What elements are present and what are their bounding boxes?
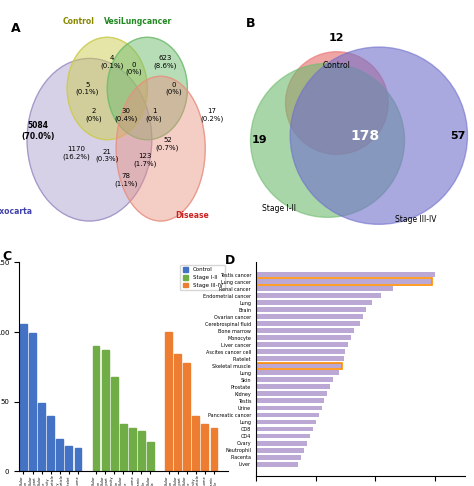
Text: Stage III-IV: Stage III-IV	[395, 215, 437, 224]
Bar	[256, 321, 360, 326]
Bar	[256, 342, 348, 347]
Text: A: A	[11, 22, 21, 35]
Bar	[147, 442, 154, 471]
Text: 5
(0.1%): 5 (0.1%)	[75, 82, 99, 95]
Bar	[38, 403, 45, 471]
Legend: Control, Stage I-II, Stage III-IV: Control, Stage I-II, Stage III-IV	[180, 265, 225, 290]
Bar	[256, 399, 325, 403]
Bar	[256, 364, 342, 368]
Bar	[256, 356, 344, 361]
Bar	[256, 329, 354, 333]
Text: 21
(0.3%): 21 (0.3%)	[96, 149, 119, 162]
Bar	[256, 427, 312, 432]
Text: 57: 57	[450, 131, 466, 140]
Bar	[102, 350, 109, 471]
Text: 1
(0%): 1 (0%)	[146, 108, 162, 122]
Bar	[256, 448, 304, 452]
Bar	[65, 446, 72, 471]
Bar	[56, 439, 63, 471]
Text: B: B	[246, 17, 255, 30]
Ellipse shape	[67, 37, 147, 140]
Text: 623
(8.6%): 623 (8.6%)	[154, 55, 177, 69]
Bar	[256, 384, 330, 389]
Text: Control: Control	[62, 17, 94, 26]
Text: 12: 12	[329, 33, 345, 43]
Text: 2
(0%): 2 (0%)	[85, 108, 102, 122]
Ellipse shape	[116, 76, 205, 221]
Bar	[92, 346, 100, 471]
Bar	[256, 293, 381, 298]
Text: 0
(0%): 0 (0%)	[126, 62, 142, 75]
Bar	[165, 332, 172, 471]
Bar	[256, 278, 432, 285]
Text: 178: 178	[350, 129, 379, 143]
Bar	[138, 431, 145, 471]
Text: VesiLungcancer: VesiLungcancer	[104, 17, 173, 26]
Text: 19: 19	[252, 136, 268, 145]
Circle shape	[285, 52, 388, 155]
Bar	[201, 424, 208, 471]
Text: 78
(1.1%): 78 (1.1%)	[114, 173, 138, 187]
Bar	[256, 434, 310, 438]
Text: Stage I-II: Stage I-II	[262, 204, 295, 212]
Circle shape	[290, 47, 467, 225]
Text: 52
(0.7%): 52 (0.7%)	[155, 138, 179, 151]
Bar	[210, 428, 217, 471]
Text: 0
(0%): 0 (0%)	[166, 82, 182, 95]
Text: 17
(0.2%): 17 (0.2%)	[201, 108, 224, 122]
Bar	[256, 272, 435, 277]
Bar	[120, 424, 127, 471]
Bar	[256, 335, 351, 340]
Bar	[256, 405, 321, 410]
Bar	[111, 377, 118, 471]
Text: 123
(1.7%): 123 (1.7%)	[133, 153, 157, 167]
Bar	[256, 314, 363, 319]
Bar	[256, 419, 316, 424]
Bar	[256, 462, 298, 467]
Bar	[256, 349, 346, 354]
Bar	[183, 363, 190, 471]
Bar	[20, 324, 27, 471]
Bar	[256, 370, 339, 375]
Bar	[256, 413, 319, 417]
Bar	[47, 416, 54, 471]
Text: 4
(0.1%): 4 (0.1%)	[100, 55, 123, 69]
Circle shape	[251, 63, 404, 217]
Bar	[174, 354, 181, 471]
Text: 5084
(70.0%): 5084 (70.0%)	[21, 121, 55, 140]
Text: Control: Control	[323, 61, 351, 70]
Bar	[256, 363, 342, 369]
Bar	[29, 333, 36, 471]
Text: 1170
(16.2%): 1170 (16.2%)	[62, 146, 90, 160]
Text: Exocarta: Exocarta	[0, 207, 33, 215]
Text: C: C	[2, 250, 11, 263]
Bar	[256, 307, 366, 312]
Bar	[256, 300, 372, 305]
Bar	[256, 441, 307, 446]
Text: Disease: Disease	[175, 211, 209, 220]
Text: 30
(0.4%): 30 (0.4%)	[115, 108, 138, 122]
Bar	[192, 416, 199, 471]
Bar	[74, 448, 82, 471]
Bar	[256, 286, 393, 291]
Text: D: D	[225, 254, 235, 267]
Bar	[256, 454, 301, 460]
Bar	[256, 391, 328, 397]
Ellipse shape	[27, 58, 152, 221]
Bar	[256, 378, 333, 382]
Ellipse shape	[107, 37, 187, 140]
Bar	[256, 279, 432, 284]
Bar	[129, 428, 136, 471]
